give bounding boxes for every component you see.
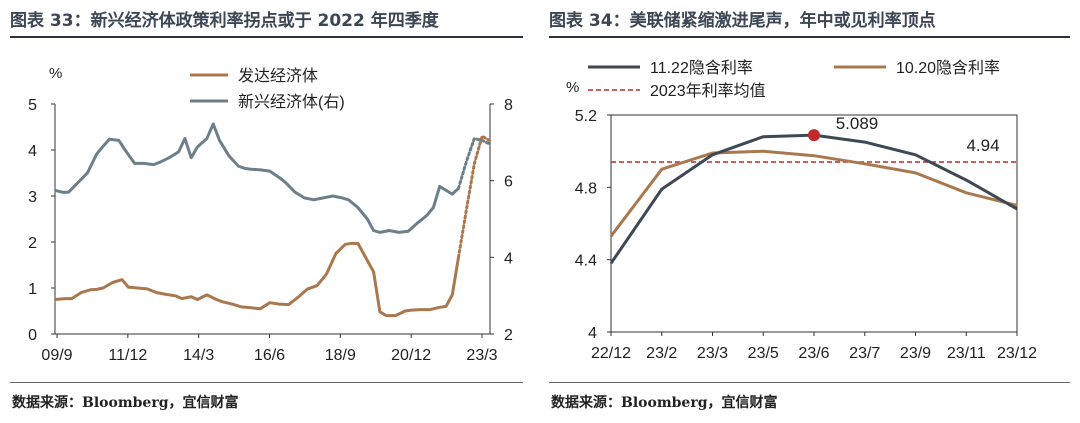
x-tick-label: 14/3	[183, 347, 214, 364]
x-tick-label: 16/6	[254, 347, 285, 364]
left-y-tick-label: 2	[28, 235, 37, 252]
left-unit-label: %	[49, 65, 62, 82]
x-tick-label: 23/7	[849, 345, 880, 362]
legend-label: 11.22隐含利率	[650, 59, 753, 77]
series-line-emerging	[54, 122, 460, 234]
x-tick-label: 23/9	[900, 345, 931, 362]
legend-label: 新兴经济体(右)	[238, 93, 345, 111]
y-tick-label: 4.8	[575, 180, 597, 197]
y-tick-label: 5.2	[575, 108, 597, 125]
left-y-tick-label: 5	[28, 97, 37, 114]
series-line-developed	[54, 241, 460, 318]
y-tick-label: 4	[588, 325, 597, 342]
right-y-tick-label: 6	[504, 174, 513, 191]
peak-label: 5.089	[836, 114, 879, 133]
left-chart: % 0 1 2 3 4 5 2 4 6 8 09/9 11/12 14/3 16/6 18/9 20/12 23/…	[28, 65, 513, 364]
x-tick-label: 23/3	[697, 345, 728, 362]
right-chart: % 4 4.4 4.8 5.2 22/12 23/2 23/3 23/5 23/6 23/7 23/9…	[566, 59, 1037, 362]
series-line-1020	[609, 149, 1018, 238]
left-y-tick-label: 3	[28, 189, 37, 206]
x-tick-label: 23/2	[646, 345, 677, 362]
y-tick-label: 4.4	[575, 253, 597, 270]
right-y-tick-label: 4	[504, 250, 513, 267]
peak-marker	[808, 129, 820, 142]
left-title-rule	[10, 36, 523, 38]
left-source: 数据来源：Bloomberg，宜信财富	[12, 395, 239, 411]
right-source: 数据来源：Bloomberg，宜信财富	[551, 395, 778, 411]
left-chart-title: 图表 33：新兴经济体政策利率拐点或于 2022 年四季度	[10, 11, 439, 31]
x-tick-label: 11/12	[108, 347, 147, 364]
legend-label: 2023年利率均值	[650, 82, 766, 100]
x-tick-label: 23/11	[947, 345, 986, 362]
x-tick-label: 18/9	[325, 347, 356, 364]
right-title-rule	[549, 36, 1070, 38]
forecast-line-developed	[457, 133, 492, 259]
x-tick-label: 23/6	[798, 345, 829, 362]
x-tick-label: 23/12	[997, 345, 1037, 362]
left-source-rule	[10, 382, 523, 383]
right-source-rule	[549, 382, 1070, 383]
x-tick-label: 20/12	[391, 347, 431, 364]
right-unit-label: %	[566, 79, 579, 96]
right-chart-title: 图表 34：美联储紧缩激进尾声，年中或见利率顶点	[549, 11, 936, 31]
x-tick-label: 23/5	[748, 345, 779, 362]
x-tick-label: 09/9	[41, 347, 72, 364]
left-y-tick-label: 1	[28, 281, 37, 298]
forecast-line-emerging	[457, 136, 492, 190]
left-y-tick-label: 4	[28, 143, 37, 160]
legend-label: 10.20隐含利率	[896, 59, 1000, 77]
x-tick-label: 22/12	[591, 345, 631, 362]
reference-label: 4.94	[966, 136, 999, 155]
x-tick-label: 23/3	[466, 347, 497, 364]
left-y-tick-label: 0	[28, 327, 37, 344]
right-y-tick-label: 8	[504, 97, 513, 114]
right-y-tick-label: 2	[504, 327, 513, 344]
legend-label: 发达经济体	[238, 67, 318, 85]
plot-frame	[610, 114, 1018, 333]
